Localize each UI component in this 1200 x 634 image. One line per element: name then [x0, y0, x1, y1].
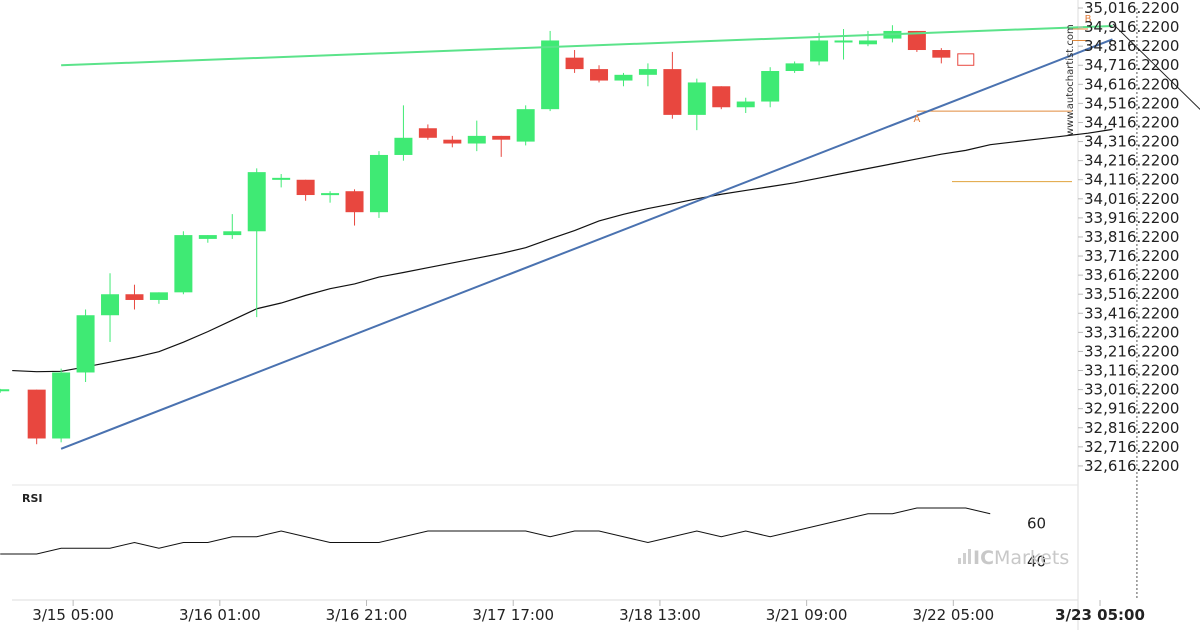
candle-body: [565, 57, 584, 70]
lower-pattern-line: [60, 38, 1113, 450]
candle-body: [590, 69, 609, 81]
rsi-panel: 60 40: [0, 507, 1046, 571]
candle-body: [27, 389, 46, 439]
price-tick-label: 32,916.2200: [1084, 400, 1179, 418]
price-tick-label: 34,716.2200: [1084, 56, 1179, 74]
brand-logo: IC Markets: [958, 547, 1069, 569]
candle-body: [663, 69, 682, 115]
candle-body: [0, 389, 10, 392]
price-tick-label: 34,216.2200: [1084, 152, 1179, 170]
rsi-tick-label: 40: [1027, 553, 1046, 571]
candle-body: [272, 177, 291, 180]
candle-body: [907, 30, 926, 51]
candle-body: [712, 86, 731, 108]
price-tick-label: 33,416.2200: [1084, 304, 1179, 322]
price-tick-label: 34,916.2200: [1084, 18, 1179, 36]
time-tick-label: 3/21 09:00: [766, 606, 848, 624]
candle-body: [541, 40, 560, 110]
price-tick-label: 33,716.2200: [1084, 247, 1179, 265]
time-grid: [72, 8, 1138, 606]
price-tick-label: 32,816.2200: [1084, 419, 1179, 437]
time-tick-label: 3/16 01:00: [179, 606, 261, 624]
price-tick-label: 35,016.2200: [1084, 0, 1179, 17]
candle-body: [638, 69, 657, 75]
candle-body: [149, 292, 168, 300]
rsi-line: [0, 507, 991, 555]
time-tick-label: 3/22 05:00: [912, 606, 994, 624]
candles: [0, 25, 975, 445]
candle-body: [785, 63, 804, 72]
candle-body: [736, 101, 755, 108]
candle-body: [345, 191, 364, 213]
candle-body: [174, 235, 193, 293]
price-tick-label: 33,316.2200: [1084, 323, 1179, 341]
time-tick-label: 3/15 05:00: [32, 606, 114, 624]
price-tick-label: 33,616.2200: [1084, 266, 1179, 284]
price-tick-label: 34,116.2200: [1084, 171, 1179, 189]
price-tick-label: 33,816.2200: [1084, 228, 1179, 246]
candle-body: [223, 231, 242, 236]
rsi-panel-title: RSI: [22, 492, 43, 505]
candle-body: [761, 71, 780, 102]
candle-body: [932, 50, 951, 58]
time-tick-label: 3/18 13:00: [619, 606, 701, 624]
pattern-lines: AB: [60, 14, 1200, 450]
point-a-label: A: [913, 114, 920, 125]
site-watermark: www.autochartist.com: [1065, 24, 1076, 136]
candle-body: [52, 372, 71, 439]
candle-body: [492, 135, 511, 140]
price-tick-label: 34,416.2200: [1084, 113, 1179, 131]
price-axis: 35,016.220034,916.220034,816.220034,716.…: [1078, 0, 1179, 475]
brand-name: Markets: [994, 547, 1069, 569]
candle-body: [516, 109, 535, 142]
time-tick-label: 3/17 17:00: [472, 606, 554, 624]
moving-average-line: [12, 128, 1113, 373]
forecast-arrow-shaft: [1112, 23, 1200, 111]
price-tick-label: 34,316.2200: [1084, 133, 1179, 151]
candle-body: [858, 40, 877, 45]
candle-body: [394, 137, 413, 155]
candle-body: [834, 40, 853, 43]
price-tick-label: 33,916.2200: [1084, 209, 1179, 227]
brand-prefix: IC: [973, 547, 994, 569]
candle-body: [76, 315, 95, 373]
candle-body: [247, 172, 266, 232]
candle-body: [443, 139, 462, 144]
price-tick-label: 33,216.2200: [1084, 342, 1179, 360]
rsi-tick-label: 60: [1027, 514, 1046, 532]
moving-average-layer: [12, 128, 1113, 373]
price-tick-label: 34,516.2200: [1084, 94, 1179, 112]
time-tick-label: 3/16 21:00: [326, 606, 408, 624]
price-tick-label: 34,616.2200: [1084, 75, 1179, 93]
candle-body: [198, 235, 217, 239]
time-tick-label: 3/23 05:00: [1055, 606, 1145, 624]
pattern-levels: [916, 28, 1089, 183]
upper-pattern-line: [61, 24, 1113, 67]
brand-bars-icon: [958, 549, 971, 564]
price-tick-label: 32,616.2200: [1084, 457, 1179, 475]
price-tick-label: 32,716.2200: [1084, 438, 1179, 456]
price-tick-label: 34,816.2200: [1084, 37, 1179, 55]
point-b-label: B: [1085, 14, 1092, 25]
price-tick-label: 33,116.2200: [1084, 362, 1179, 380]
price-tick-label: 33,016.2200: [1084, 381, 1179, 399]
candle-body: [614, 74, 633, 81]
candle-body: [418, 128, 437, 138]
price-tick-label: 33,516.2200: [1084, 285, 1179, 303]
candle-body: [687, 82, 706, 115]
candle-body: [810, 40, 829, 62]
candle-body: [369, 154, 388, 213]
projected-candle: [957, 53, 975, 66]
candle-body: [467, 135, 486, 144]
price-tick-label: 34,016.2200: [1084, 190, 1179, 208]
candle-body: [125, 294, 144, 300]
time-axis: 3/15 05:00 3/16 01:00 3/16 21:00 3/17 17:00…: [32, 606, 1145, 624]
candle-body: [101, 294, 120, 316]
candle-body: [296, 179, 315, 196]
candle-body: [321, 193, 340, 196]
